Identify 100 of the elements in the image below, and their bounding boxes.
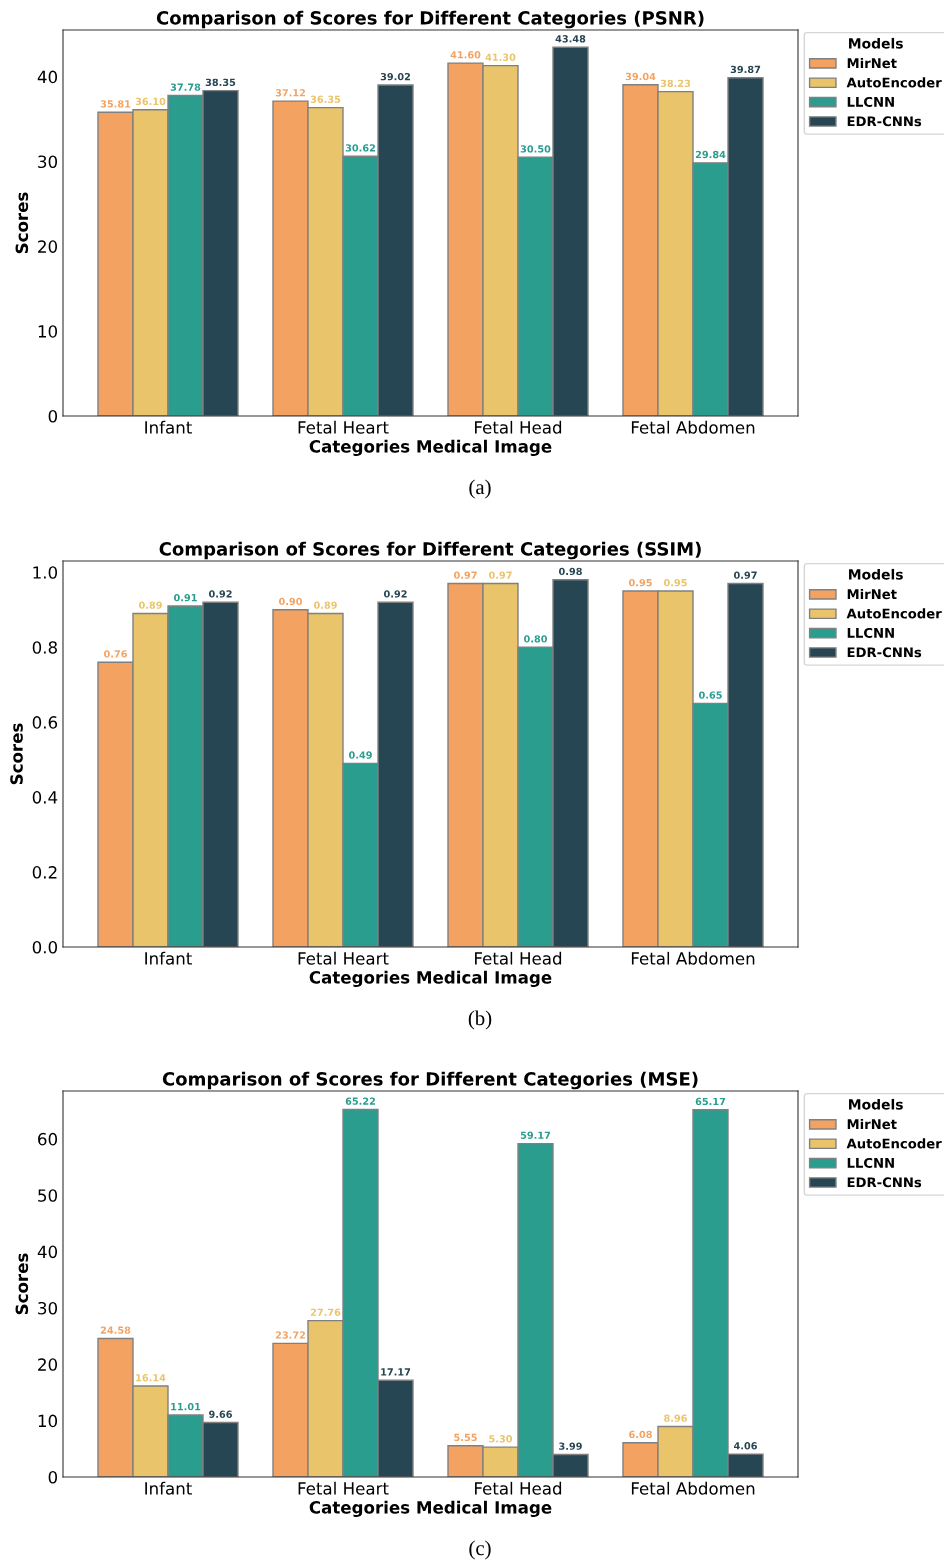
legend-title: Models [849,1098,903,1110]
data-label: 39.04 [625,72,656,81]
legend-label: AutoEncoder [846,1138,942,1149]
data-label: 43.48 [555,35,586,43]
y-tick-label: 40 [37,1245,58,1259]
text: (a) [469,479,491,499]
data-label: 6.08 [629,1430,652,1439]
x-tick-label: Fetal Head [475,951,562,965]
data-label: 0.95 [663,578,687,587]
data-label: 39.02 [380,72,411,81]
data-label: 0.92 [383,590,407,598]
y-tick-label: 20 [38,240,58,253]
data-label: 5.30 [489,1435,513,1443]
data-label: 0.98 [558,567,582,576]
data-label: 0.89 [313,601,337,609]
legend-label: EDR-CNNs [847,116,922,127]
data-label: 0.80 [523,635,548,643]
legend-title: Models [849,568,903,580]
y-tick-label: 1.0 [33,566,58,579]
legend-label: AutoEncoder [846,77,942,88]
data-label: 65.17 [695,1097,726,1106]
y-tick-label: 30 [38,1301,58,1315]
x-tick-label: Fetal Head [475,1481,562,1495]
y-tick-label: 50 [38,1189,58,1202]
legend-label: LLCNN [847,1157,894,1168]
data-label: 0.90 [278,597,303,606]
data-label: 5.55 [454,1433,477,1442]
text: (c) [469,1540,491,1560]
data-label: 65.22 [345,1097,376,1105]
x-tick-label: Infant [145,951,192,965]
x-tick-label: Infant [145,1481,192,1495]
data-label: 0.89 [138,601,162,609]
data-label: 30.50 [520,145,551,153]
y-tick-label: 40 [37,70,58,84]
data-label: 0.97 [453,571,477,579]
data-label: 35.81 [100,100,131,108]
y-tick-label: 0.6 [32,716,58,729]
legend-label: EDR-CNNs [847,1177,922,1188]
data-label: 17.17 [381,1368,411,1376]
chart-title: Comparison of Scores for Different Categories (PSNR) [156,10,704,29]
text: (b) [468,1010,492,1030]
y-tick-label: 10 [38,325,58,338]
data-label: 30.62 [345,144,376,152]
x-axis-title: Categories Medical Image [309,1500,552,1518]
chart-title: Comparison of Scores for Different Categories (MSE) [162,1071,698,1090]
legend-title: Models [849,37,903,49]
x-tick-label: Infant [145,420,192,434]
y-tick-label: 60 [38,1132,58,1146]
y-tick-label: 20 [38,1358,58,1371]
x-tick-label: Fetal Abdomen [631,951,755,965]
data-label: 36.10 [135,97,166,106]
y-axis-title: Scores [10,723,23,785]
data-label: 0.95 [628,578,652,587]
y-tick-label: 30 [38,155,58,169]
y-axis-title: Scores [15,192,29,254]
data-label: 38.35 [205,78,236,86]
data-label: 3.99 [559,1442,582,1450]
data-label: 24.58 [100,1326,131,1334]
x-tick-label: Fetal Abdomen [631,1481,755,1495]
legend-label: EDR-CNNs [847,647,922,658]
y-tick-label: 0.8 [32,641,57,654]
data-label: 38.23 [660,79,691,88]
legend-label: LLCNN [847,627,894,638]
chart-title: Comparison of Scores for Different Categories (SSIM) [159,541,701,560]
data-label: 0.76 [103,650,127,658]
x-tick-label: Fetal Heart [298,951,389,965]
data-label: 0.49 [348,751,372,759]
x-tick-label: Fetal Heart [298,420,389,434]
x-tick-label: Fetal Heart [298,1481,389,1495]
data-label: 0.92 [208,590,232,598]
legend-label: LLCNN [847,96,894,107]
y-tick-label: 0 [48,1470,58,1484]
data-label: 0.97 [488,571,512,579]
x-tick-label: Fetal Abdomen [631,420,755,434]
data-label: 8.96 [664,1414,687,1422]
y-tick-label: 0.0 [32,940,58,954]
data-label: 27.76 [310,1308,341,1316]
data-label: 9.66 [209,1410,232,1418]
legend-label: AutoEncoder [846,608,942,619]
x-axis-title: Categories Medical Image [309,970,552,988]
y-tick-label: 10 [38,1414,58,1428]
y-tick-label: 0.2 [32,866,57,879]
data-label: 0.97 [733,571,757,579]
legend-label: MirNet [847,588,897,600]
data-label: 4.06 [733,1442,757,1450]
data-label: 39.87 [730,65,761,74]
x-tick-label: Fetal Head [475,420,562,434]
data-label: 59.17 [520,1131,551,1139]
data-label: 37.12 [275,89,306,97]
data-label: 37.78 [170,83,201,91]
y-axis-title: Scores [15,1253,29,1315]
data-label: 0.65 [698,691,722,699]
y-tick-label: 0 [48,409,58,423]
legend-label: MirNet [847,57,897,69]
data-label: 0.91 [173,593,197,602]
data-label: 41.60 [450,51,481,59]
data-label: 36.35 [310,95,341,103]
data-label: 16.14 [136,1374,166,1382]
data-label: 11.01 [171,1402,201,1411]
x-axis-title: Categories Medical Image [309,439,552,457]
